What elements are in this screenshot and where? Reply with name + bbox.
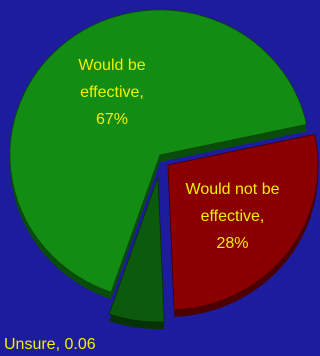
pie-slice	[167, 133, 319, 311]
slice-label: Would be effective,	[78, 57, 146, 101]
slice-label: Would not be effective,	[185, 181, 280, 225]
pie-slice	[108, 176, 165, 323]
pie-slice	[9, 9, 308, 293]
data-label: Would not be effective, 28%	[170, 176, 295, 257]
data-label: Would be effective, 67%	[62, 52, 162, 133]
data-label: Unsure, 0.06	[4, 331, 204, 356]
value-label: 28%	[216, 235, 249, 252]
value-label: 67%	[95, 111, 129, 128]
value-label: 0.06	[64, 336, 96, 353]
slice-label: Unsure,	[4, 336, 61, 353]
